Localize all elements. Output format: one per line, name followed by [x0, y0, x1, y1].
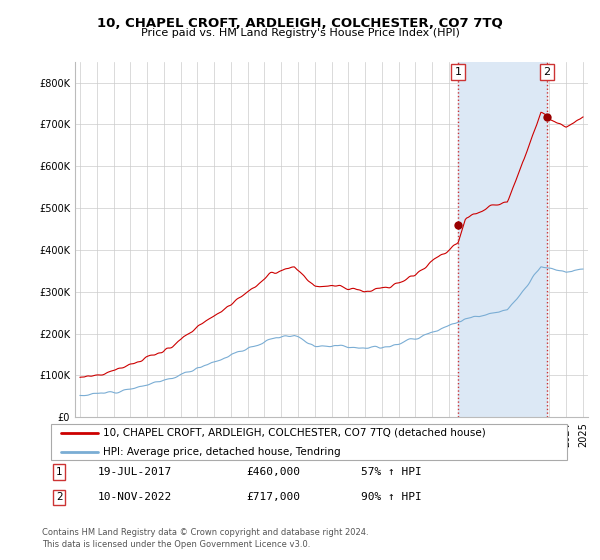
Text: HPI: Average price, detached house, Tendring: HPI: Average price, detached house, Tend…	[103, 447, 340, 457]
Text: 2: 2	[544, 67, 550, 77]
Bar	[458, 62, 547, 417]
Text: 1: 1	[56, 467, 62, 477]
Text: £717,000: £717,000	[247, 492, 301, 502]
Text: 10, CHAPEL CROFT, ARDLEIGH, COLCHESTER, CO7 7TQ (detached house): 10, CHAPEL CROFT, ARDLEIGH, COLCHESTER, …	[103, 428, 485, 437]
Text: 10, CHAPEL CROFT, ARDLEIGH, COLCHESTER, CO7 7TQ: 10, CHAPEL CROFT, ARDLEIGH, COLCHESTER, …	[97, 17, 503, 30]
FancyBboxPatch shape	[50, 424, 568, 460]
Text: Contains HM Land Registry data © Crown copyright and database right 2024.
This d: Contains HM Land Registry data © Crown c…	[42, 528, 368, 549]
Text: Price paid vs. HM Land Registry's House Price Index (HPI): Price paid vs. HM Land Registry's House …	[140, 28, 460, 38]
Text: 2: 2	[56, 492, 62, 502]
Text: £460,000: £460,000	[247, 467, 301, 477]
Text: 19-JUL-2017: 19-JUL-2017	[98, 467, 172, 477]
Text: 1: 1	[455, 67, 461, 77]
Text: 10-NOV-2022: 10-NOV-2022	[98, 492, 172, 502]
Text: 57% ↑ HPI: 57% ↑ HPI	[361, 467, 422, 477]
Text: 90% ↑ HPI: 90% ↑ HPI	[361, 492, 422, 502]
